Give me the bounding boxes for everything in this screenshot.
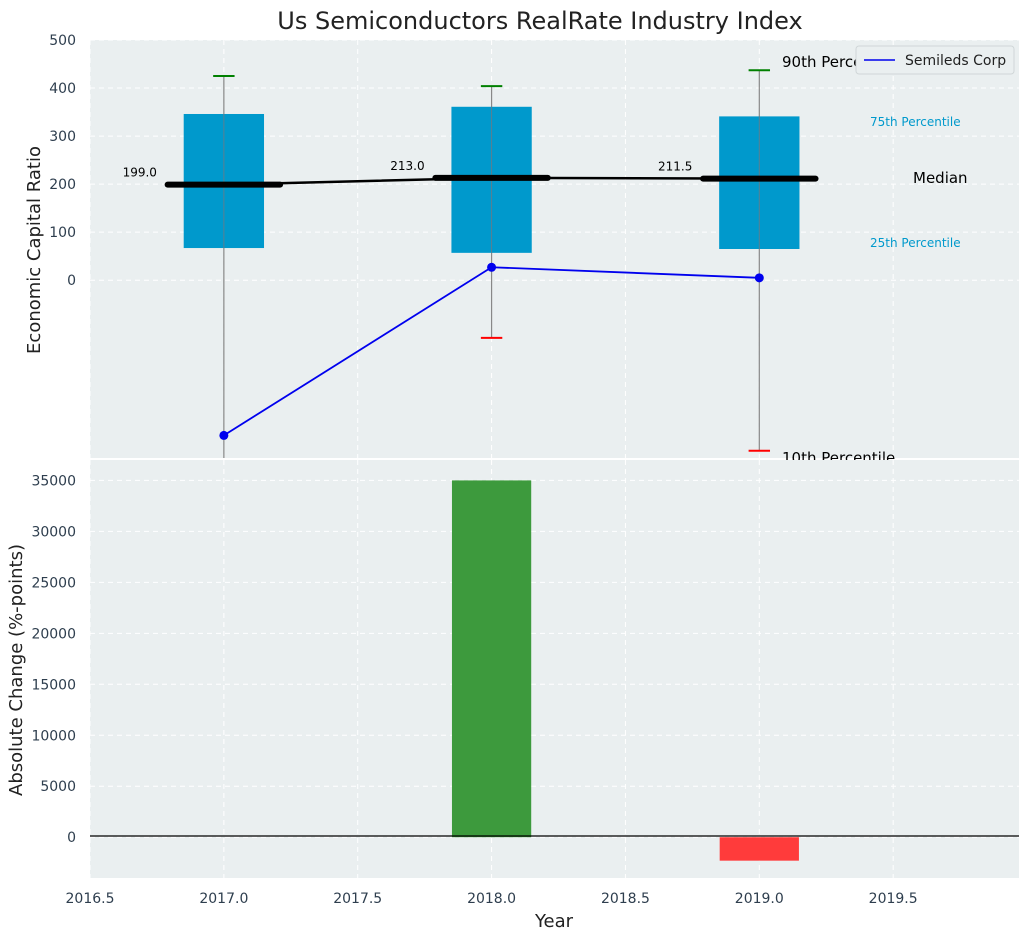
series-lines [219, 262, 764, 440]
bottom-y-tick-label: 25000 [31, 575, 76, 591]
bottom-y-tick-label: 5000 [40, 779, 76, 795]
top-y-tick-labels: 0 100 200 300 400 500 [49, 33, 76, 289]
x-tick-label: 2019.0 [735, 891, 784, 907]
chart-title: Us Semiconductors RealRate Industry Inde… [277, 7, 802, 35]
bottom-y-tick-label: 10000 [31, 728, 76, 744]
x-tick-labels: 2016.5 2017.0 2017.5 2018.0 2018.5 2019.0 2019… [66, 891, 918, 907]
x-tick-label: 2017.0 [199, 891, 248, 907]
bottom-gridlines [89, 460, 1019, 878]
top-y-tick-label: 100 [49, 225, 76, 241]
annotation-p75: 75th Percentile [870, 115, 961, 129]
bottom-y-tick-labels: 0 5000 10000 15000 20000 25000 30000 35000 [31, 473, 76, 846]
change-bar [451, 480, 532, 838]
bottom-y-tick-label: 20000 [31, 626, 76, 642]
legend-entry-semileds: Semileds Corp [905, 53, 1006, 69]
x-tick-label: 2017.5 [333, 891, 382, 907]
bottom-plot-area [90, 460, 1019, 878]
annotation-p25: 25th Percentile [870, 236, 961, 250]
top-y-tick-label: 400 [49, 81, 76, 97]
bottom-y-tick-label: 15000 [31, 677, 76, 693]
x-tick-label: 2018.0 [467, 891, 516, 907]
series-point [754, 273, 764, 283]
legend: Semileds Corp [855, 45, 1015, 75]
median-value-label: 213.0 [390, 159, 424, 173]
bottom-y-tick-label: 0 [67, 830, 76, 846]
change-bar [719, 837, 799, 861]
top-y-tick-label: 200 [49, 177, 76, 193]
bottom-y-tick-label: 30000 [31, 524, 76, 540]
median-value-label: 211.5 [658, 160, 692, 174]
top-y-tick-label: 500 [49, 33, 76, 49]
x-tick-label: 2018.5 [601, 891, 650, 907]
bottom-y-axis-label: Absolute Change (%-points) [6, 544, 27, 796]
series-point [219, 430, 229, 440]
top-plot-area [90, 40, 1019, 458]
x-tick-label: 2016.5 [66, 891, 115, 907]
top-y-axis-label: Economic Capital Ratio [24, 146, 45, 354]
top-y-tick-label: 0 [67, 273, 76, 289]
x-tick-label: 2019.5 [869, 891, 918, 907]
median-value-label: 199.0 [123, 166, 157, 180]
annotation-median: Median [913, 169, 968, 187]
bottom-y-tick-label: 35000 [31, 473, 76, 489]
median-trend-line [223, 176, 760, 186]
box-plots: 199.0 213.0 211.5 [123, 69, 819, 458]
change-bars [451, 480, 799, 861]
top-y-tick-label: 300 [49, 129, 76, 145]
legend-box [855, 45, 1015, 75]
series-point [487, 262, 497, 272]
x-axis-label: Year [534, 911, 574, 932]
